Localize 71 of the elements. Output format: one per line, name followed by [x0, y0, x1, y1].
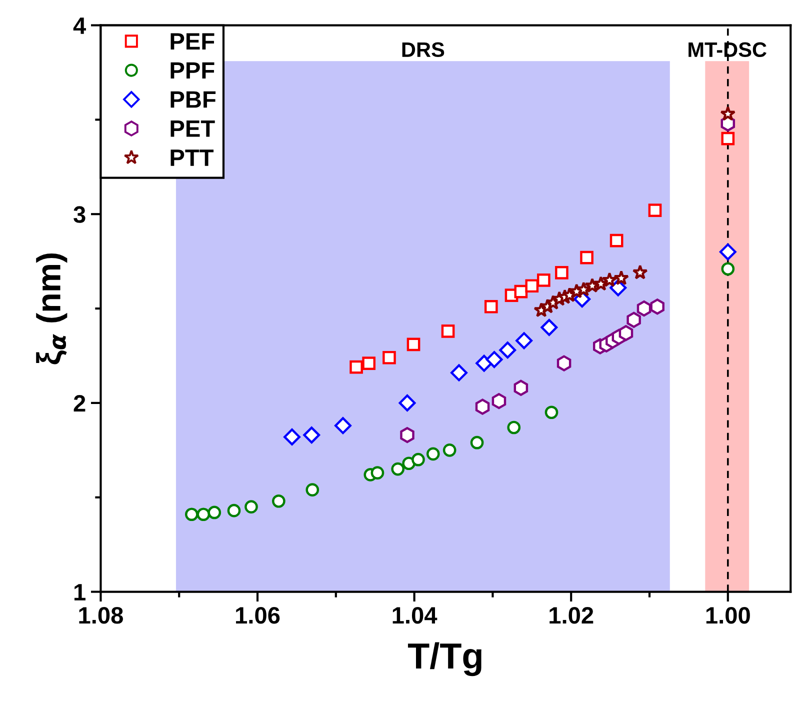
- point: [303, 426, 320, 444]
- point: [370, 466, 384, 480]
- point: [470, 436, 484, 450]
- legend-label: PET: [170, 120, 215, 137]
- point: [475, 398, 490, 415]
- point: [476, 354, 493, 372]
- point: [391, 462, 405, 476]
- y-tick-label: 1: [74, 584, 86, 600]
- point: [426, 447, 440, 461]
- point: [486, 351, 503, 368]
- point: [499, 342, 516, 359]
- point: [334, 417, 352, 434]
- point: [602, 272, 618, 287]
- point: [272, 494, 286, 508]
- point: [406, 338, 420, 352]
- x-tick-label: 1.00: [706, 606, 750, 624]
- point: [507, 420, 521, 434]
- point: [514, 380, 528, 396]
- band-label: MT-DSC: [688, 42, 766, 58]
- point: [412, 452, 425, 466]
- point: [284, 428, 300, 446]
- point: [484, 300, 498, 314]
- point: [362, 356, 376, 370]
- point: [626, 312, 641, 328]
- point: [516, 332, 533, 350]
- point: [492, 393, 506, 410]
- point: [632, 264, 648, 280]
- point: [208, 506, 222, 520]
- point: [580, 250, 594, 264]
- legend-label: PEF: [170, 33, 214, 50]
- point: [720, 106, 736, 121]
- y-axis-title: ξ$_{α}$ (nm): [36, 253, 68, 364]
- legend-label: PTT: [170, 150, 214, 166]
- point: [398, 394, 416, 412]
- point: [525, 279, 539, 293]
- y-tick-label: 4: [73, 18, 86, 34]
- point: [556, 355, 572, 372]
- point: [618, 325, 634, 342]
- point: [540, 318, 558, 336]
- point: [610, 234, 624, 248]
- point: [382, 350, 396, 364]
- x-tick-label: 1.04: [392, 606, 438, 624]
- x-axis-title: T/Tg: [408, 642, 482, 676]
- point: [442, 443, 456, 457]
- point: [719, 243, 736, 260]
- point: [544, 406, 558, 420]
- x-tick-label: 1.02: [550, 606, 594, 624]
- point: [650, 298, 664, 315]
- point: [721, 262, 735, 276]
- point: [648, 204, 662, 217]
- y-tick-label: 3: [74, 206, 86, 223]
- point: [196, 508, 210, 522]
- point: [184, 508, 198, 522]
- legend-label: PPF: [170, 62, 214, 79]
- x-tick-label: 1.08: [79, 606, 123, 624]
- x-tick-label: 1.06: [236, 606, 280, 624]
- point: [555, 266, 568, 280]
- point: [350, 360, 363, 374]
- y-tick-label: 2: [74, 395, 86, 412]
- point: [244, 500, 258, 514]
- point: [636, 300, 652, 317]
- point: [227, 504, 241, 518]
- point: [450, 364, 468, 382]
- point: [400, 426, 414, 444]
- point: [721, 132, 735, 146]
- point: [306, 483, 320, 496]
- legend-label: PBF: [170, 91, 216, 108]
- point: [537, 274, 550, 287]
- point: [441, 324, 455, 338]
- point: [614, 270, 629, 286]
- band-label: DRS: [402, 42, 444, 58]
